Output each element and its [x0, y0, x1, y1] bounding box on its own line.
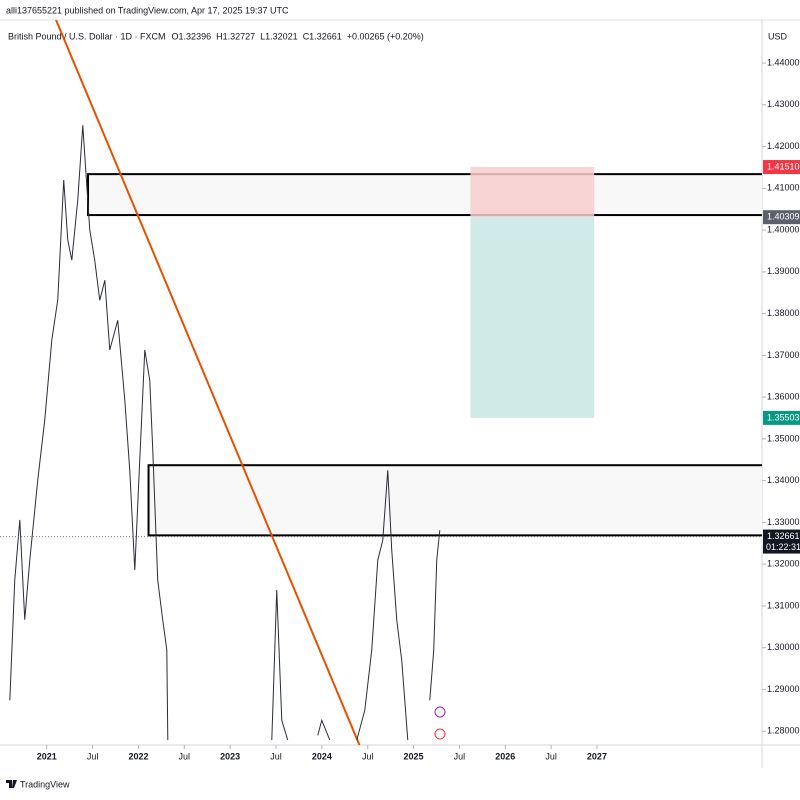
x-tick-label: Jul [179, 751, 191, 761]
price-line [9, 125, 169, 740]
brand-logo: TradingView [6, 779, 70, 789]
trendline [54, 20, 361, 745]
price-label: 1.32661 [767, 531, 800, 541]
countdown-label: 01:22:31 [766, 542, 800, 552]
x-tick-label: 2026 [495, 751, 515, 761]
stop-area [470, 167, 595, 218]
ohlc-value: C1.32661 [303, 31, 342, 41]
price-line [356, 470, 409, 741]
x-tick-label: 2022 [128, 751, 148, 761]
price-label: 1.40309 [767, 212, 800, 222]
y-tick-label: 1.44000 [767, 57, 800, 67]
x-tick-label: Jul [87, 751, 99, 761]
price-label-box [763, 210, 800, 225]
ohlc-value: +0.00265 (+0.20%) [347, 31, 424, 41]
price-line [429, 530, 441, 701]
y-tick-label: 1.43000 [767, 99, 800, 109]
y-tick-label: 1.37000 [767, 350, 800, 360]
ohlc-value: L1.32021 [260, 31, 298, 41]
event-icon [434, 728, 446, 740]
brand-name: TradingView [20, 779, 70, 789]
plot-area [9, 20, 762, 745]
x-tick-label: 2025 [404, 751, 424, 761]
y-tick-label: 1.40000 [767, 224, 800, 234]
supply-zone [147, 464, 762, 537]
price-line [271, 590, 289, 741]
price-label: 1.41510 [767, 161, 800, 171]
y-tick-label: 1.33000 [767, 517, 800, 527]
event-icon [434, 706, 446, 718]
y-tick-label: 1.41000 [767, 183, 800, 193]
price-label: 1.35503 [767, 412, 800, 422]
y-tick-label: 1.28000 [767, 726, 800, 736]
y-tick-label: 1.30000 [767, 642, 800, 652]
supply-zone [87, 173, 762, 217]
y-tick-label: 1.32000 [767, 559, 800, 569]
event-icons [434, 706, 446, 740]
currency-label: USD [768, 31, 788, 41]
x-tick-label: Jul [362, 751, 374, 761]
x-tick-label: 2027 [587, 751, 607, 761]
price-label-box [763, 160, 800, 175]
x-tick-label: Jul [454, 751, 466, 761]
y-tick-label: 1.35000 [767, 433, 800, 443]
ohlc-value: O1.32396 [172, 31, 212, 41]
y-tick-label: 1.36000 [767, 392, 800, 402]
target-area [470, 217, 595, 418]
y-tick-label: 1.31000 [767, 600, 800, 610]
ohlc-value: H1.32727 [216, 31, 255, 41]
x-tick-label: 2021 [37, 751, 57, 761]
price-line [317, 718, 331, 741]
logo-icon [6, 780, 17, 788]
x-tick-label: 2024 [312, 751, 332, 761]
y-tick-label: 1.34000 [767, 475, 800, 485]
symbol-legend: British Pound / U.S. Dollar · 1D · FXCM [8, 31, 166, 41]
y-tick-label: 1.42000 [767, 141, 800, 151]
x-tick-label: Jul [270, 751, 282, 761]
price-label-box [763, 410, 800, 425]
price-label-box [763, 529, 800, 554]
x-tick-label: Jul [545, 751, 557, 761]
y-tick-label: 1.38000 [767, 308, 800, 318]
x-tick-label: 2023 [220, 751, 240, 761]
y-tick-label: 1.29000 [767, 684, 800, 694]
publisher-header: alli137655221 published on TradingView.c… [6, 5, 289, 15]
y-tick-label: 1.39000 [767, 266, 800, 276]
